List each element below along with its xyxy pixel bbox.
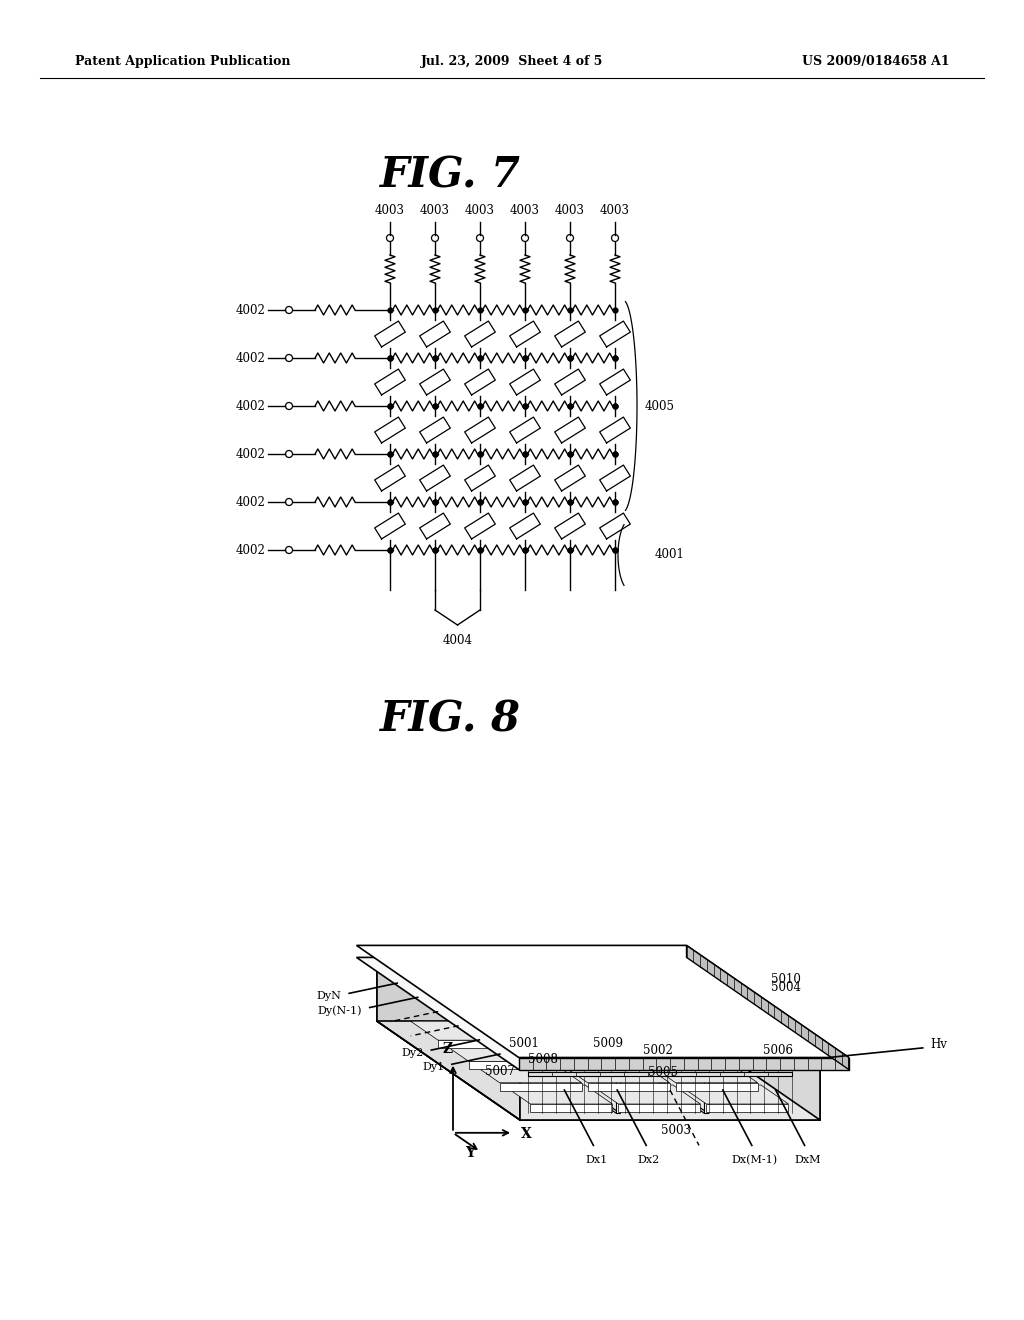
Text: 4003: 4003 bbox=[420, 203, 450, 216]
Polygon shape bbox=[560, 1064, 670, 1082]
Text: FIG. 8: FIG. 8 bbox=[380, 700, 520, 741]
Polygon shape bbox=[472, 1064, 582, 1082]
Text: 5003: 5003 bbox=[660, 1123, 690, 1137]
Text: 4003: 4003 bbox=[600, 203, 630, 216]
Text: FIG. 7: FIG. 7 bbox=[380, 154, 520, 195]
Text: Z: Z bbox=[443, 1041, 453, 1056]
Text: 4002: 4002 bbox=[236, 304, 265, 317]
Text: 4005: 4005 bbox=[645, 400, 675, 412]
Text: Dx1: Dx1 bbox=[585, 1155, 607, 1166]
Polygon shape bbox=[648, 1064, 758, 1082]
Polygon shape bbox=[411, 1022, 520, 1040]
Polygon shape bbox=[528, 1072, 793, 1076]
Text: Dy1: Dy1 bbox=[422, 1063, 444, 1072]
Polygon shape bbox=[686, 945, 849, 1069]
Text: 5001: 5001 bbox=[509, 1038, 540, 1051]
Polygon shape bbox=[519, 1057, 849, 1069]
Polygon shape bbox=[377, 1022, 820, 1119]
Polygon shape bbox=[493, 1028, 621, 1113]
Polygon shape bbox=[500, 1082, 582, 1090]
Text: 4003: 4003 bbox=[375, 203, 406, 216]
Text: X: X bbox=[521, 1127, 531, 1140]
Polygon shape bbox=[493, 973, 621, 1059]
Polygon shape bbox=[677, 961, 820, 1119]
Text: 5004: 5004 bbox=[771, 981, 801, 994]
Polygon shape bbox=[581, 973, 709, 1059]
Polygon shape bbox=[528, 1065, 793, 1069]
Text: 4003: 4003 bbox=[555, 203, 585, 216]
Text: 4002: 4002 bbox=[236, 351, 265, 364]
Text: 4003: 4003 bbox=[510, 203, 540, 216]
Polygon shape bbox=[707, 1104, 788, 1111]
Text: Patent Application Publication: Patent Application Publication bbox=[75, 55, 291, 69]
Polygon shape bbox=[469, 1061, 551, 1069]
Polygon shape bbox=[705, 1059, 709, 1113]
Polygon shape bbox=[526, 1040, 608, 1048]
Text: 5010: 5010 bbox=[771, 973, 801, 986]
Text: 5008: 5008 bbox=[528, 1052, 558, 1065]
Text: 4002: 4002 bbox=[236, 400, 265, 412]
Polygon shape bbox=[679, 1085, 788, 1104]
Polygon shape bbox=[645, 1061, 727, 1069]
Text: Dy(N-1): Dy(N-1) bbox=[317, 1006, 362, 1016]
Text: 4002: 4002 bbox=[236, 447, 265, 461]
Text: Jul. 23, 2009  Sheet 4 of 5: Jul. 23, 2009 Sheet 4 of 5 bbox=[421, 55, 603, 69]
Polygon shape bbox=[529, 1043, 639, 1061]
Text: 4002: 4002 bbox=[236, 495, 265, 508]
Polygon shape bbox=[587, 1022, 696, 1040]
Text: 5007: 5007 bbox=[485, 1065, 515, 1077]
Polygon shape bbox=[591, 1085, 700, 1104]
Polygon shape bbox=[530, 1104, 612, 1111]
Polygon shape bbox=[520, 1060, 820, 1119]
Text: 4003: 4003 bbox=[465, 203, 495, 216]
Polygon shape bbox=[441, 1043, 551, 1061]
Polygon shape bbox=[614, 1040, 696, 1048]
Text: 4001: 4001 bbox=[655, 549, 685, 561]
Polygon shape bbox=[617, 1043, 727, 1061]
Text: 4002: 4002 bbox=[236, 544, 265, 557]
Text: Hv: Hv bbox=[931, 1039, 947, 1051]
Text: DxM: DxM bbox=[794, 1155, 820, 1166]
Text: Dy2: Dy2 bbox=[401, 1048, 424, 1059]
Polygon shape bbox=[616, 1059, 621, 1113]
Polygon shape bbox=[377, 961, 677, 1022]
Polygon shape bbox=[557, 1061, 639, 1069]
Polygon shape bbox=[377, 961, 520, 1119]
Polygon shape bbox=[356, 945, 849, 1057]
Polygon shape bbox=[356, 957, 849, 1069]
Polygon shape bbox=[581, 1028, 709, 1113]
Polygon shape bbox=[503, 1085, 612, 1104]
Text: Dx(M-1): Dx(M-1) bbox=[731, 1155, 777, 1166]
Polygon shape bbox=[588, 1082, 670, 1090]
Polygon shape bbox=[528, 1059, 793, 1063]
Text: 5006: 5006 bbox=[764, 1044, 794, 1057]
Text: Dx2: Dx2 bbox=[638, 1155, 660, 1166]
Text: 5002: 5002 bbox=[643, 1044, 674, 1057]
Text: Y: Y bbox=[466, 1146, 475, 1160]
Text: 4004: 4004 bbox=[442, 634, 472, 647]
Polygon shape bbox=[499, 1022, 608, 1040]
Polygon shape bbox=[438, 1040, 520, 1048]
Text: 5005: 5005 bbox=[648, 1065, 678, 1078]
Polygon shape bbox=[676, 1082, 758, 1090]
Polygon shape bbox=[618, 1104, 700, 1111]
Text: US 2009/0184658 A1: US 2009/0184658 A1 bbox=[803, 55, 950, 69]
Text: DyN: DyN bbox=[316, 991, 342, 1002]
Text: 5009: 5009 bbox=[593, 1038, 623, 1051]
